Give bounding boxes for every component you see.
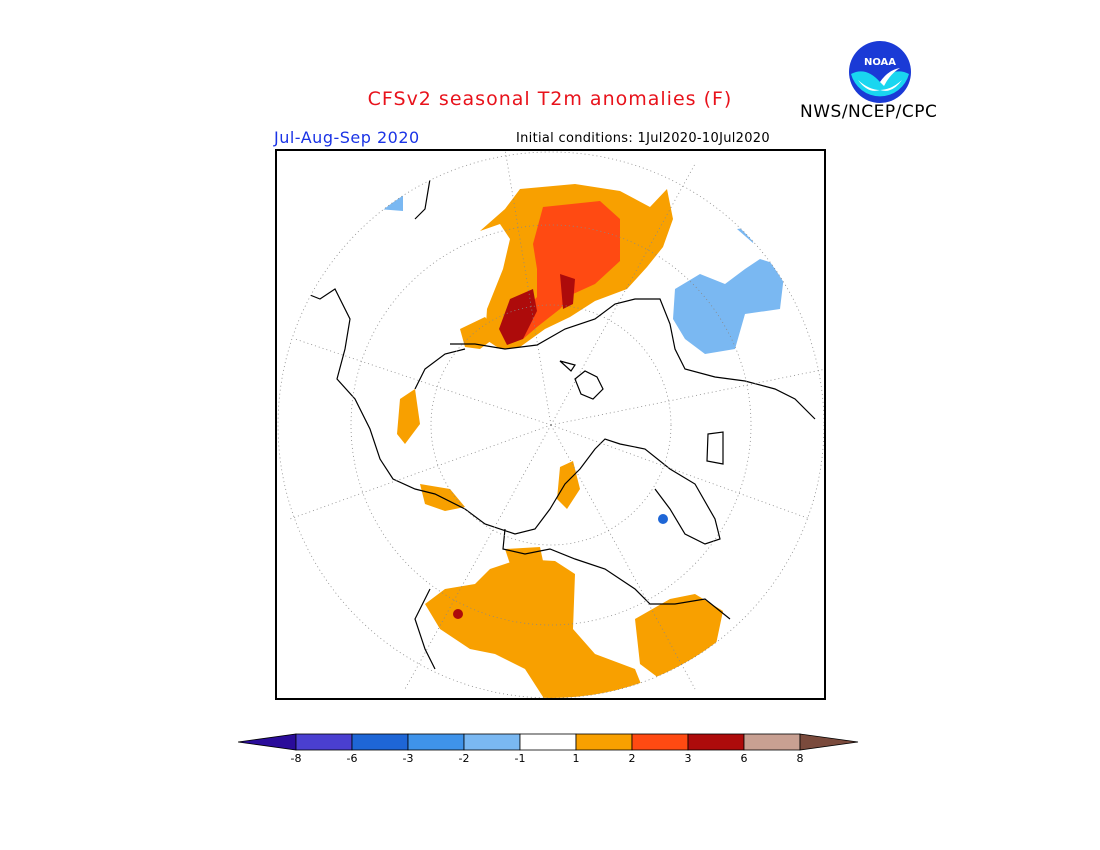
colorbar-arrow-low [238, 733, 297, 751]
logo-text: NOAA [864, 57, 896, 68]
colorbar-tick-label: -3 [403, 752, 414, 765]
anomaly-region-north-america [425, 559, 643, 698]
colorbar-tick-label: 1 [573, 752, 580, 765]
color-legend: -8 -6 -3 -2 -1 1 2 3 6 8 [238, 733, 859, 765]
colorbar-tick-label: 6 [741, 752, 748, 765]
colorbar-tick-label: 3 [685, 752, 692, 765]
anomaly-region-siberia-darkred [499, 274, 575, 345]
colorbar-tick-label: -1 [515, 752, 526, 765]
initial-conditions-label: Initial conditions: 1Jul2020-10Jul2020 [516, 131, 770, 146]
colorbar-cell [463, 733, 521, 751]
colorbar-cell [575, 733, 633, 751]
colorbar-cell [351, 733, 409, 751]
colorbar-cell [743, 733, 801, 751]
map-title: CFSv2 seasonal T2m anomalies (F) [367, 88, 733, 110]
colorbar-cell [519, 733, 577, 751]
anomaly-region-asia-blue [673, 259, 785, 354]
anomaly-region-siberia-red [515, 201, 620, 339]
colorbar-tick-label: 8 [797, 752, 804, 765]
agency-label: NWS/NCEP/CPC [800, 102, 938, 122]
colorbar-cell [295, 733, 353, 751]
colorbar-cell [407, 733, 465, 751]
colorbar-tick-label: -2 [459, 752, 470, 765]
colorbar-arrow-high [799, 733, 859, 751]
season-label: Jul-Aug-Sep 2020 [274, 128, 420, 147]
colorbar-cell [687, 733, 745, 751]
colorbar-tick-label: -6 [347, 752, 358, 765]
colorbar-tick-label: 2 [629, 752, 636, 765]
colorbar-cell [631, 733, 689, 751]
noaa-logo-icon: NOAA [849, 41, 911, 103]
polar-map [275, 149, 826, 700]
colorbar-tick-label: -8 [291, 752, 302, 765]
